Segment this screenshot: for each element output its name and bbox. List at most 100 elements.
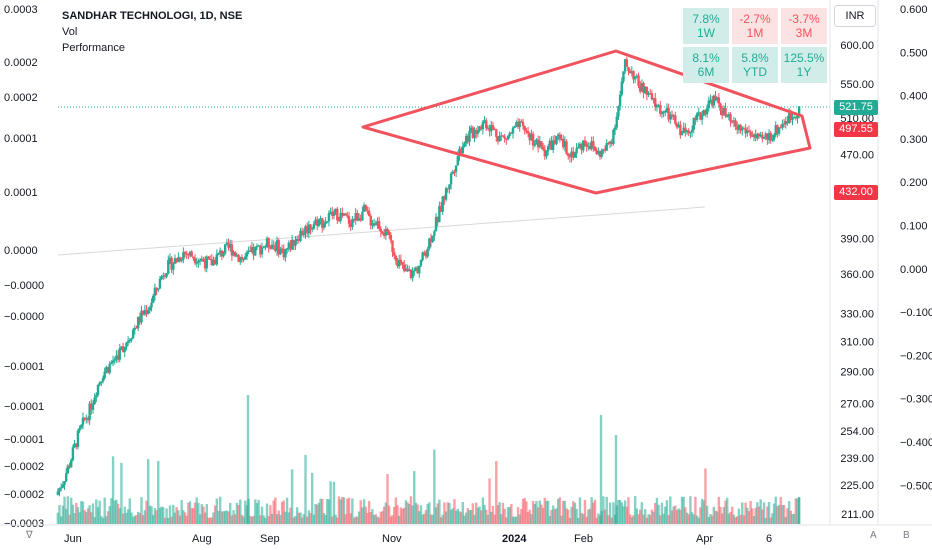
candle-body (587, 146, 590, 148)
volume-bar (501, 502, 505, 524)
volume-bar (177, 510, 180, 524)
volume-bar (321, 498, 324, 524)
volume-bar (669, 496, 672, 524)
currency-button[interactable]: INR (834, 5, 876, 27)
volume-bar (374, 514, 377, 524)
candle-body (63, 481, 66, 485)
candle-body (287, 242, 290, 249)
auto-scale-button[interactable]: A (870, 530, 877, 541)
volume-bar (257, 500, 260, 524)
candle-body (675, 123, 679, 128)
legend-vol[interactable]: Vol (62, 26, 78, 38)
volume-bar (96, 507, 100, 524)
volume-bar (305, 516, 309, 524)
scale-b-button[interactable]: B (903, 530, 910, 541)
candle-body (240, 256, 244, 260)
legend-performance[interactable]: Performance (62, 42, 125, 54)
volume-bar (441, 514, 444, 524)
volume-bar (309, 513, 312, 524)
volume-bar (352, 517, 356, 524)
candle-body (255, 245, 259, 248)
candle-body (464, 135, 468, 144)
volume-bar (153, 508, 157, 524)
candle-body (533, 144, 536, 146)
candle-body (602, 149, 605, 151)
candle-body (496, 136, 500, 142)
volume-bar (570, 506, 573, 524)
perf-value: 7.8% (692, 12, 720, 26)
candle-body (245, 252, 249, 257)
candle-body (147, 310, 150, 314)
volume-bar (173, 512, 177, 524)
volume-bar (414, 502, 418, 524)
candle-body (486, 127, 490, 129)
volume-bar (289, 507, 292, 524)
candle-body (290, 239, 294, 250)
candle-body (344, 213, 347, 216)
candle-body (294, 241, 297, 246)
candle-body (321, 218, 324, 228)
volume-bar (100, 516, 103, 524)
candle-body (562, 138, 565, 148)
volume-bar (649, 514, 652, 524)
candle-body (126, 341, 130, 343)
candle-body (567, 154, 570, 157)
candle-body (471, 127, 475, 138)
candle-body (792, 117, 796, 119)
perf-tick-label: 0.200 (900, 177, 928, 189)
volume-bar (254, 499, 257, 524)
candle-body (295, 238, 299, 242)
candle-body (555, 136, 558, 144)
volume-bar (66, 496, 70, 524)
volume-bar (354, 516, 357, 524)
volume-bar (131, 516, 135, 524)
left-tick-label: −0.0001 (4, 361, 44, 373)
candle-body (101, 378, 105, 382)
candle-body (367, 210, 371, 216)
candle-body (128, 339, 131, 342)
candle-body (332, 213, 336, 216)
volume-bar (689, 496, 692, 524)
volume-bar (464, 512, 468, 524)
perf-tick-label: 0.300 (900, 134, 928, 146)
candle-body (508, 132, 511, 136)
volume-bar (270, 513, 274, 524)
volume-bar (213, 505, 217, 524)
volume-bar (426, 503, 429, 524)
volume-bar (463, 515, 466, 524)
candle-body (466, 135, 470, 142)
candle-body (297, 238, 301, 241)
candle-body (650, 93, 654, 100)
volume-bar (599, 415, 603, 524)
volume-bar (78, 512, 81, 524)
volume-bar (68, 514, 71, 524)
volume-bar (361, 507, 364, 524)
candle-body (265, 238, 269, 247)
volume-bar (86, 508, 90, 524)
candle-body (563, 141, 567, 148)
candle-body (454, 165, 458, 172)
candle-body (709, 99, 712, 101)
volume-bar (319, 498, 322, 524)
candle-body (548, 140, 552, 147)
volume-bar (307, 510, 311, 524)
volume-bar (192, 508, 195, 524)
candle-body (100, 381, 103, 383)
volume-bar (607, 515, 610, 524)
volume-bar (299, 512, 302, 524)
candle-body (659, 105, 662, 114)
volume-bar (754, 507, 757, 524)
timezone-icon[interactable]: ∇ (26, 530, 33, 541)
volume-bar (448, 502, 451, 524)
candle-body (282, 248, 285, 258)
volume-bar (769, 517, 772, 524)
candle-body (558, 134, 562, 140)
volume-bar (551, 505, 555, 524)
left-tick-label: 0.0002 (4, 57, 38, 69)
candle-body (590, 141, 593, 149)
volume-bar (183, 512, 187, 524)
candle-body (275, 240, 279, 252)
candle-body (148, 307, 152, 311)
volume-bar (85, 512, 88, 524)
